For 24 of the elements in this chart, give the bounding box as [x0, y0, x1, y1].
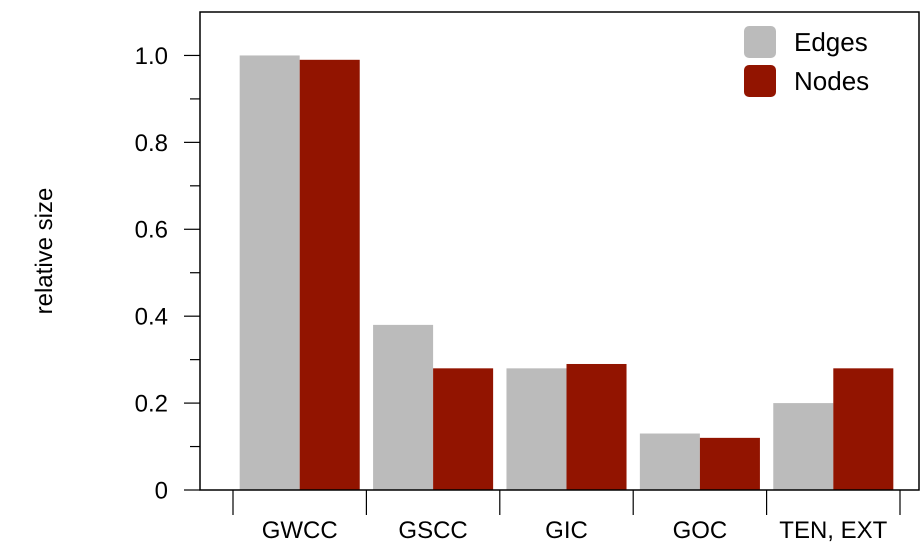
x-tick-label: TEN, EXT [779, 517, 888, 544]
y-axis-title: relative size [31, 188, 58, 314]
bar [373, 324, 434, 490]
bar [566, 364, 627, 490]
bar [773, 403, 834, 490]
y-tick-label: 0 [154, 477, 168, 504]
bar [640, 434, 700, 490]
y-tick-label: 0.2 [134, 390, 168, 418]
y-tick-label: 0.8 [134, 130, 168, 157]
bar [506, 368, 566, 490]
x-tick-label: GSCC [398, 517, 468, 544]
legend-label: Nodes [794, 66, 870, 96]
y-tick-label: 1.0 [134, 42, 168, 70]
x-tick-label: GWCC [262, 517, 338, 544]
y-tick-label: 0.4 [134, 304, 168, 331]
bar [300, 60, 360, 490]
bar [833, 368, 894, 490]
y-tick-label: 0.6 [134, 216, 168, 244]
legend-label: Edges [794, 27, 868, 58]
bar [700, 438, 760, 490]
x-tick-label: GIC [545, 517, 588, 544]
bar [433, 368, 494, 490]
x-tick-label: GOC [672, 517, 728, 544]
bar [240, 55, 300, 490]
